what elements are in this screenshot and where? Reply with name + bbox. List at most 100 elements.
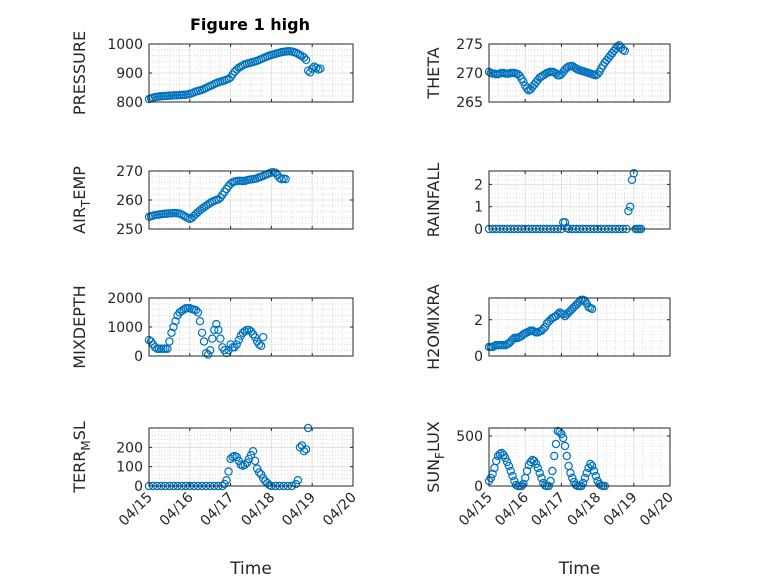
subplot-pressure: 800 900 1000 PRESSURE <box>70 31 354 115</box>
data-point <box>562 223 572 233</box>
data-point <box>212 319 221 329</box>
subplot-mixdepth: 0 1000 2000 MIXDEPTH <box>70 285 354 369</box>
data-point <box>299 447 309 456</box>
data-point <box>191 305 201 315</box>
data-point <box>195 317 205 326</box>
axes-box <box>488 297 671 357</box>
data-point <box>259 332 268 342</box>
data-point <box>501 453 510 463</box>
y-tick-label: 2000 <box>107 291 143 307</box>
data-point <box>167 328 176 337</box>
y-tick-label: 270 <box>116 164 143 180</box>
data-point <box>559 310 568 319</box>
y-tick-label: 1 <box>474 200 483 216</box>
data-point <box>562 451 572 461</box>
data-point <box>502 457 512 467</box>
data-point <box>593 69 602 79</box>
y-tick-label: 1000 <box>107 37 143 53</box>
y-tick-label: 900 <box>116 66 143 82</box>
data-point <box>171 317 180 326</box>
y-tick-label: 0 <box>134 349 143 365</box>
data-point <box>506 466 515 476</box>
data-point <box>589 466 599 476</box>
data-point <box>205 346 215 355</box>
y-axis-label: PRESSURE <box>70 31 89 115</box>
data-point <box>240 460 250 469</box>
y-axis-label: MIXDEPTH <box>70 285 89 368</box>
data-point <box>254 340 264 349</box>
data-point <box>537 473 546 483</box>
data-point <box>546 476 555 486</box>
data-point <box>486 473 496 483</box>
data-point <box>508 471 517 481</box>
y-tick-label: 200 <box>116 440 143 456</box>
data-point <box>522 84 532 93</box>
data-point <box>560 441 570 451</box>
y-tick-label: 250 <box>116 222 143 238</box>
data-point <box>548 466 557 476</box>
data-point <box>234 335 243 345</box>
y-tick-label: 100 <box>116 460 143 476</box>
data-point <box>214 325 223 335</box>
data-point <box>566 468 575 478</box>
y-axis-label: SUNFLUX <box>424 421 447 493</box>
subplot-h2omixra: 0 2 H2OMIXRA <box>424 284 671 370</box>
data-point <box>587 304 597 314</box>
data-point <box>533 463 543 473</box>
data-point <box>587 461 597 471</box>
y-tick-label: 0 <box>474 479 483 495</box>
data-point <box>248 447 258 456</box>
data-point <box>580 473 590 483</box>
data-point <box>560 218 570 227</box>
data-point <box>169 322 178 332</box>
data-point <box>301 445 311 454</box>
data-point <box>620 46 629 56</box>
data-point <box>224 467 233 476</box>
y-tick-label: 2 <box>474 177 483 193</box>
y-tick-label: 1000 <box>107 320 143 336</box>
data-point <box>232 340 241 349</box>
data-point <box>208 334 217 343</box>
y-tick-label: 2 <box>474 313 483 329</box>
y-tick-label: 800 <box>116 95 143 111</box>
data-point <box>522 466 532 476</box>
data-point <box>197 328 207 337</box>
data-point <box>492 456 501 466</box>
data-point <box>535 468 544 478</box>
data-point <box>216 334 225 343</box>
y-axis-label: AIRTEMP <box>70 166 93 234</box>
data-point <box>618 45 628 55</box>
data-point <box>254 468 264 477</box>
data-point <box>625 202 635 211</box>
y-axis-label: H2OMIXRA <box>424 284 443 370</box>
data-point <box>250 332 260 342</box>
y-tick-label: 0 <box>134 479 143 495</box>
data-point <box>193 308 203 317</box>
data-point <box>281 174 290 184</box>
data-point <box>199 337 209 346</box>
y-axis-label: TERRMSL <box>70 421 93 494</box>
y-tick-label: 0 <box>474 349 483 365</box>
y-tick-label: 500 <box>456 429 483 445</box>
data-point <box>578 478 588 488</box>
data-point <box>526 457 535 467</box>
data-point <box>308 64 317 73</box>
data-point <box>316 64 325 73</box>
y-axis-label: RAINFALL <box>424 163 443 238</box>
data-point <box>240 327 250 336</box>
data-point <box>504 461 514 471</box>
data-point <box>629 169 639 178</box>
y-tick-label: 265 <box>456 95 483 111</box>
data-point <box>257 341 266 351</box>
data-point <box>222 476 231 485</box>
figure-title: Figure 1 high <box>190 15 310 34</box>
data-point <box>312 63 321 72</box>
data-point <box>150 343 160 352</box>
x-axis-label: Time <box>229 559 272 579</box>
y-tick-label: 260 <box>116 193 143 209</box>
data-point <box>203 350 213 359</box>
data-point <box>531 459 541 469</box>
data-point <box>624 206 633 216</box>
data-point <box>303 66 313 75</box>
